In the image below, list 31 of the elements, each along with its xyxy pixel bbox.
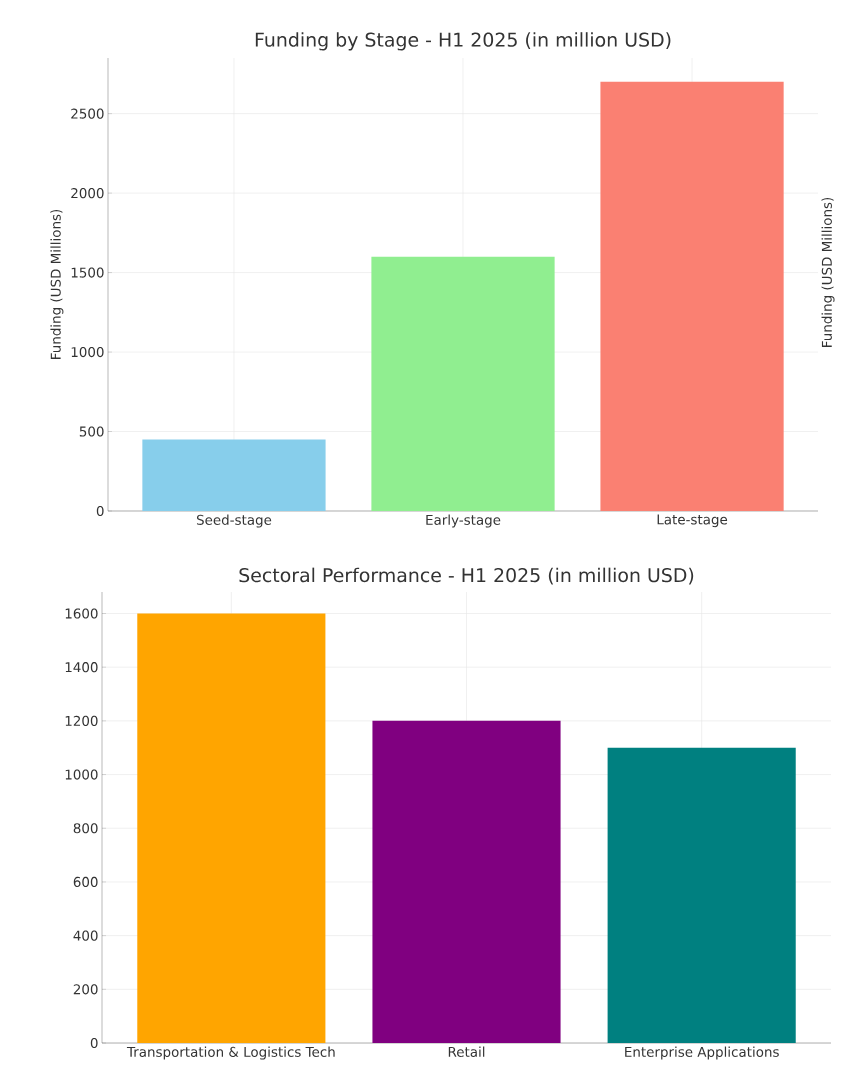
x-tick-label: Seed-stage	[196, 514, 272, 528]
bar	[372, 720, 561, 1044]
bar	[142, 439, 326, 512]
x-tick-label: Transportation & Logistics Tech	[126, 1046, 335, 1060]
x-tick-label: Retail	[448, 1046, 485, 1057]
y-tick-label: 1400	[65, 662, 98, 673]
y-tick-label: 1600	[65, 608, 98, 619]
y-tick-label: 1500	[71, 267, 104, 278]
bar	[600, 81, 784, 512]
x-tick-label: Enterprise Applications	[625, 1046, 779, 1060]
y-tick-label: 800	[73, 823, 98, 834]
y-tick-label: 1000	[71, 346, 104, 358]
y-tick-label: 600	[73, 876, 98, 888]
chart-title: Funding by Stage - H1 2025 (in million USD)	[255, 32, 671, 51]
bar	[607, 747, 796, 1044]
chart-title: Sectoral Performance - H1 2025 (in million USD)	[239, 567, 694, 585]
y-tick-label: 400	[73, 930, 98, 941]
y-tick-label: 2000	[71, 188, 104, 199]
y-tick-label: 1200	[65, 715, 98, 726]
y-tick-label: 0	[96, 505, 104, 517]
x-tick-label: Late-stage	[657, 514, 728, 528]
bar	[371, 256, 555, 512]
y2-axis-title: Funding (USD Millions)	[821, 197, 835, 347]
y-tick-label: 200	[73, 984, 98, 995]
y-tick-label: 1000	[65, 769, 98, 780]
x-tick-label: Early-stage	[426, 514, 501, 528]
y-tick-label: 0	[90, 1037, 98, 1049]
y-tick-label: 500	[79, 426, 104, 437]
y-axis-title: Funding (USD Millions)	[50, 209, 64, 359]
y-tick-label: 2500	[71, 108, 104, 119]
bar	[137, 613, 326, 1044]
